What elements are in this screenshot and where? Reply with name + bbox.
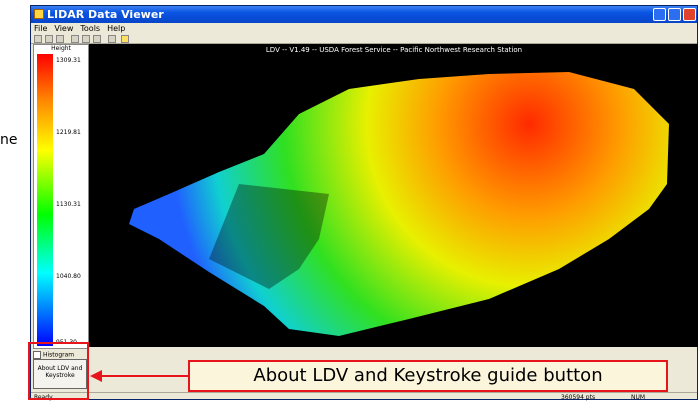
app-icon [34,9,44,19]
menu-bar: File View Tools Help [31,23,697,34]
toolbar [31,34,697,44]
colorbar-tick: 1309.31 [56,57,81,64]
status-text: Ready [34,394,53,401]
point-cloud [129,72,669,336]
menu-item[interactable]: Help [107,24,126,33]
tool-button[interactable] [71,35,79,43]
colorbar-gradient [37,54,53,346]
tool-button[interactable] [56,35,64,43]
minimize-button[interactable] [653,8,666,21]
tool-button[interactable] [93,35,101,43]
status-bar: Ready 360594 pts NUM [31,392,697,401]
colorbar-tick: 1219.81 [56,129,81,136]
tool-button[interactable] [34,35,42,43]
tool-button[interactable] [45,35,53,43]
highlight-box [28,342,89,400]
arrow-head [90,370,102,382]
viewer-caption: LDV -- V1.49 -- USDA Forest Service -- P… [265,46,523,54]
colorbar-tick: 1130.31 [56,201,81,208]
status-points: 360594 pts [561,394,596,401]
menu-item[interactable]: Tools [80,24,101,33]
histogram-checkbox[interactable]: Histogram [33,351,74,359]
menu-item[interactable]: View [54,24,74,33]
help-button[interactable] [121,35,129,43]
tool-button[interactable] [82,35,90,43]
point-cloud-surface [129,72,669,336]
shadow-region [209,184,329,289]
app-window: LIDAR Data Viewer File View Tools Help Heig… [30,5,698,401]
colorbar-panel: Height 1309.31 1219.81 1130.31 1040.80 9… [33,44,89,349]
title-bar: LIDAR Data Viewer [31,6,697,23]
maximize-button[interactable] [668,8,681,21]
colorbar-label: Height [51,45,71,52]
callout: About LDV and Keystroke guide button [188,360,668,392]
colorbar-tick: 1040.80 [56,273,81,280]
checkbox-label: Histogram [43,351,75,359]
about-button[interactable]: About LDV and Keystroke [33,359,87,389]
tool-button[interactable] [108,35,116,43]
window-title: LIDAR Data Viewer [47,8,164,21]
text-fragment: ne [0,132,18,148]
point-cloud-view[interactable]: LDV -- V1.49 -- USDA Forest Service -- P… [89,44,698,347]
arrow [90,370,188,382]
status-num: NUM [631,394,646,401]
close-button[interactable] [683,8,696,21]
menu-item[interactable]: File [34,24,48,33]
